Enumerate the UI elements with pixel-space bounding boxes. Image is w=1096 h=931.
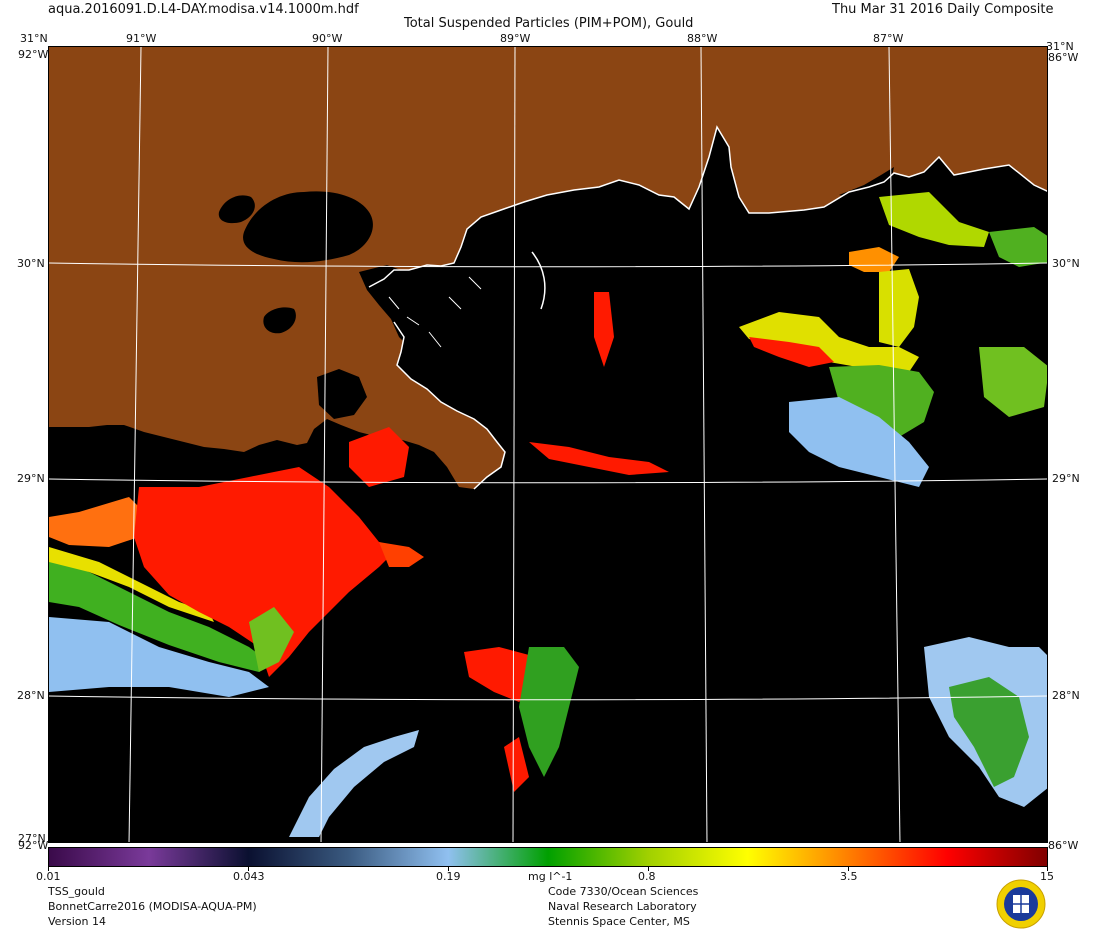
plume-red-core bbox=[134, 467, 394, 677]
lat-label-28n-right: 28°N bbox=[1052, 689, 1080, 702]
product-title: Total Suspended Particles (PIM+POM), Gou… bbox=[404, 16, 694, 31]
plume-green-fringe bbox=[249, 607, 294, 672]
colorbar-tick-2 bbox=[448, 867, 449, 871]
nrl-seal-logo bbox=[996, 879, 1046, 929]
plume-green-far-east bbox=[979, 347, 1047, 417]
colorbar bbox=[48, 847, 1048, 867]
plume-green-ne bbox=[989, 227, 1047, 267]
footer-event-name: BonnetCarre2016 (MODISA-AQUA-PM) bbox=[48, 900, 257, 913]
lon-label-87w: 87°W bbox=[873, 32, 904, 45]
lake-maurepas bbox=[218, 195, 255, 224]
land-area bbox=[49, 47, 1047, 489]
patch-red-central bbox=[464, 647, 539, 702]
map-panel bbox=[48, 46, 1048, 843]
plume-lightblue-east bbox=[789, 397, 929, 487]
patch-red-south bbox=[504, 737, 529, 792]
plume-light-blue-west bbox=[49, 617, 269, 697]
colorbar-tick-3 bbox=[648, 867, 649, 871]
footer-location: Stennis Space Center, MS bbox=[548, 915, 690, 928]
lake-pontchartrain bbox=[243, 191, 373, 263]
lat-label-30n-right: 30°N bbox=[1052, 257, 1080, 270]
colorbar-label-0: 0.01 bbox=[36, 870, 61, 883]
colorbar-label-2: 0.19 bbox=[436, 870, 461, 883]
lat-label-28n-left: 28°N bbox=[17, 689, 45, 702]
mobile-bay bbox=[689, 132, 729, 215]
patch-green-central bbox=[519, 647, 579, 777]
barataria-bay bbox=[317, 369, 367, 419]
corner-lon-right-top: 86°W bbox=[1048, 51, 1079, 64]
colorbar-label-5: 15 bbox=[1040, 870, 1054, 883]
lon-label-91w: 91°W bbox=[126, 32, 157, 45]
lon-label-89w: 89°W bbox=[500, 32, 531, 45]
footer-product-name: TSS_gould bbox=[48, 885, 105, 898]
plume-yellow-east bbox=[739, 312, 919, 372]
plume-orange-west bbox=[49, 497, 149, 547]
plume-yellowgreen-ne bbox=[879, 192, 989, 247]
footer-org-code: Code 7330/Ocean Sciences bbox=[548, 885, 699, 898]
pensacola-bay bbox=[839, 167, 894, 197]
map-canvas bbox=[49, 47, 1047, 842]
colorbar-label-4: 3.5 bbox=[840, 870, 858, 883]
colorbar-label-3: 0.8 bbox=[638, 870, 656, 883]
patch-red-north-2 bbox=[349, 427, 409, 487]
colorbar-tick-0 bbox=[48, 867, 49, 871]
colorbar-label-1: 0.043 bbox=[233, 870, 265, 883]
date-label: Thu Mar 31 2016 Daily Composite bbox=[832, 2, 1054, 17]
lat-label-30n-left: 30°N bbox=[17, 257, 45, 270]
lon-label-90w: 90°W bbox=[312, 32, 343, 45]
tss-plume-layer bbox=[49, 192, 1047, 837]
colorbar-tick-1 bbox=[248, 867, 249, 871]
footer-org-name: Naval Research Laboratory bbox=[548, 900, 697, 913]
corner-lon-left-bottom: 92°W bbox=[18, 839, 49, 852]
graticule bbox=[49, 47, 1047, 842]
plume-red-east-edge bbox=[379, 542, 424, 567]
corner-lon-left-top: 92°W bbox=[18, 48, 49, 61]
filename-label: aqua.2016091.D.L4-DAY.modisa.v14.1000m.h… bbox=[48, 2, 359, 17]
plume-green-west bbox=[49, 557, 269, 672]
lat-label-29n-left: 29°N bbox=[17, 472, 45, 485]
plume-red-east bbox=[749, 337, 834, 367]
marsh-lagoons bbox=[359, 265, 447, 347]
colorbar-tick-4 bbox=[848, 867, 849, 871]
colorbar-units: mg l^-1 bbox=[528, 870, 573, 883]
plume-yellow-west bbox=[49, 547, 214, 622]
coastline bbox=[368, 125, 1047, 490]
lon-label-88w: 88°W bbox=[687, 32, 718, 45]
plume-green-se bbox=[949, 677, 1029, 787]
patch-red-north-3 bbox=[529, 442, 669, 475]
colorbar-tick-5 bbox=[1047, 867, 1048, 871]
lat-label-29n-right: 29°N bbox=[1052, 472, 1080, 485]
corner-lat-top-right: 31°N bbox=[1046, 40, 1074, 53]
lake-salvador bbox=[263, 307, 296, 334]
corner-lat-top-left: 31°N bbox=[20, 32, 48, 45]
corner-lat-bottom-left: 27°N bbox=[18, 832, 46, 845]
corner-lon-right-bottom: 86°W bbox=[1048, 839, 1079, 852]
plume-yellow-north bbox=[879, 269, 919, 347]
patch-red-north-1 bbox=[594, 292, 614, 367]
footer-version: Version 14 bbox=[48, 915, 106, 928]
